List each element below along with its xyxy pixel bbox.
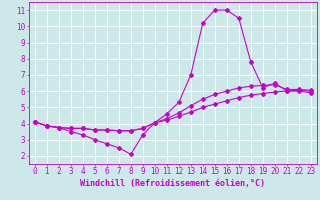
X-axis label: Windchill (Refroidissement éolien,°C): Windchill (Refroidissement éolien,°C) — [80, 179, 265, 188]
